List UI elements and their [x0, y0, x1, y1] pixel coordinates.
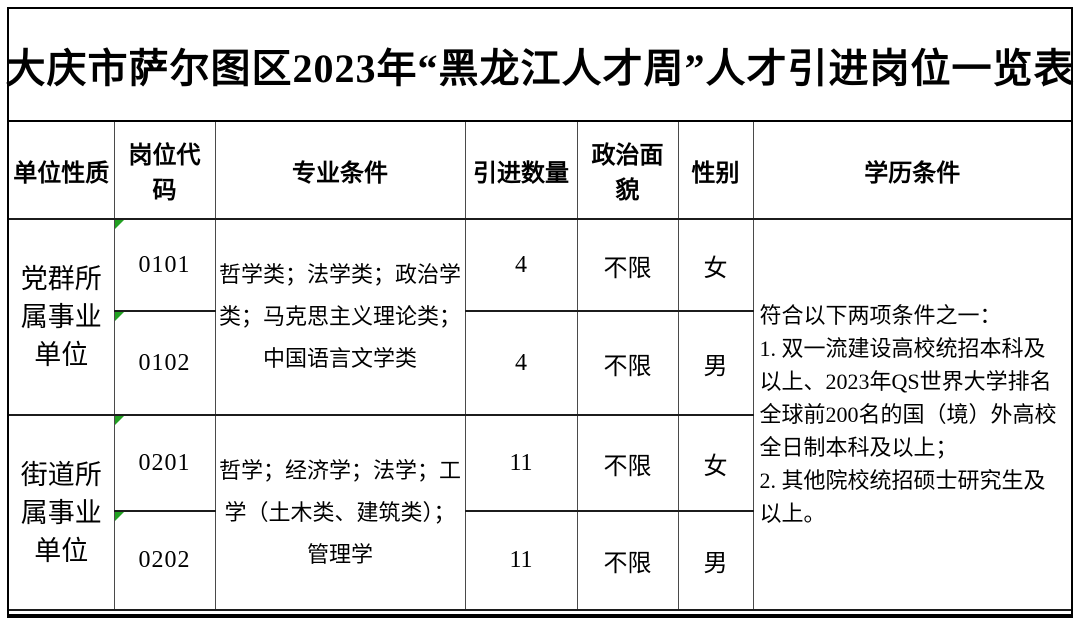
cell-political-status: 不限 — [576, 218, 679, 312]
cell-position-code: 0102 — [113, 310, 216, 416]
positions-table: 单位性质 岗位代码 专业条件 引进数量 政治面貌 性别 学历条件 党群所属事业单… — [9, 122, 1071, 611]
cell-unit-type: 党群所属事业单位 — [9, 218, 115, 416]
position-code-text: 0201 — [138, 449, 191, 476]
col-header-position-code: 岗位代码 — [113, 122, 216, 220]
education-requirement-item2: 2. 其他院校统招硕士研究生及以上。 — [759, 468, 1046, 526]
table-frame: 大庆市萨尔图区2023年“黑龙江人才周”人才引进岗位一览表 单位性质 岗位代码 … — [6, 7, 1074, 618]
table-row: 街道所属事业单位 0201 哲学；经济学；法学；工学（土木类、建筑类）；管理学 … — [9, 414, 1071, 611]
cell-major-requirement: 哲学；经济学；法学；工学（土木类、建筑类）；管理学 — [214, 414, 466, 611]
cell-gender: 女 — [677, 414, 754, 512]
table-row: 0102 4 不限 男 — [9, 310, 1071, 416]
table-title: 大庆市萨尔图区2023年“黑龙江人才周”人才引进岗位一览表 — [6, 9, 1074, 122]
cell-error-marker-icon — [115, 513, 124, 521]
cell-error-marker-icon — [115, 313, 124, 321]
cell-intake-count: 4 — [464, 218, 578, 312]
cell-intake-count: 11 — [464, 510, 578, 611]
cell-intake-count: 11 — [464, 414, 578, 512]
cell-major-requirement: 哲学类；法学类；政治学类；马克思主义理论类；中国语言文学类 — [214, 218, 466, 416]
cell-position-code: 0202 — [113, 510, 216, 611]
position-code-text: 0101 — [138, 251, 191, 278]
table-row: 0202 11 不限 男 — [9, 510, 1071, 611]
cell-unit-type: 街道所属事业单位 — [9, 414, 115, 611]
col-header-political-status: 政治面貌 — [576, 122, 679, 220]
cell-political-status: 不限 — [576, 310, 679, 416]
col-header-gender: 性别 — [677, 122, 754, 220]
col-header-education-requirement: 学历条件 — [752, 122, 1071, 220]
cell-intake-count: 4 — [464, 310, 578, 416]
cell-education-requirement: 符合以下两项条件之一： 1. 双一流建设高校统招本科及以上、2023年QS世界大… — [752, 218, 1071, 611]
cell-political-status: 不限 — [576, 414, 679, 512]
cell-position-code: 0101 — [113, 218, 216, 312]
education-requirement-intro: 符合以下两项条件之一： — [759, 303, 1002, 328]
cell-position-code: 0201 — [113, 414, 216, 512]
col-header-unit-type: 单位性质 — [9, 122, 115, 220]
table-row: 党群所属事业单位 0101 哲学类；法学类；政治学类；马克思主义理论类；中国语言… — [9, 218, 1071, 611]
cell-error-marker-icon — [115, 221, 124, 229]
col-header-major-requirement: 专业条件 — [214, 122, 466, 220]
cell-gender: 男 — [677, 510, 754, 611]
col-header-intake-count: 引进数量 — [464, 122, 578, 220]
cell-gender: 男 — [677, 310, 754, 416]
cell-gender: 女 — [677, 218, 754, 312]
education-requirement-item1: 1. 双一流建设高校统招本科及以上、2023年QS世界大学排名全球前200名的国… — [759, 336, 1057, 460]
header-row: 单位性质 岗位代码 专业条件 引进数量 政治面貌 性别 学历条件 — [9, 122, 1071, 220]
position-code-text: 0102 — [138, 349, 191, 376]
position-code-text: 0202 — [138, 547, 191, 573]
cell-error-marker-icon — [115, 417, 124, 425]
cell-political-status: 不限 — [576, 510, 679, 611]
